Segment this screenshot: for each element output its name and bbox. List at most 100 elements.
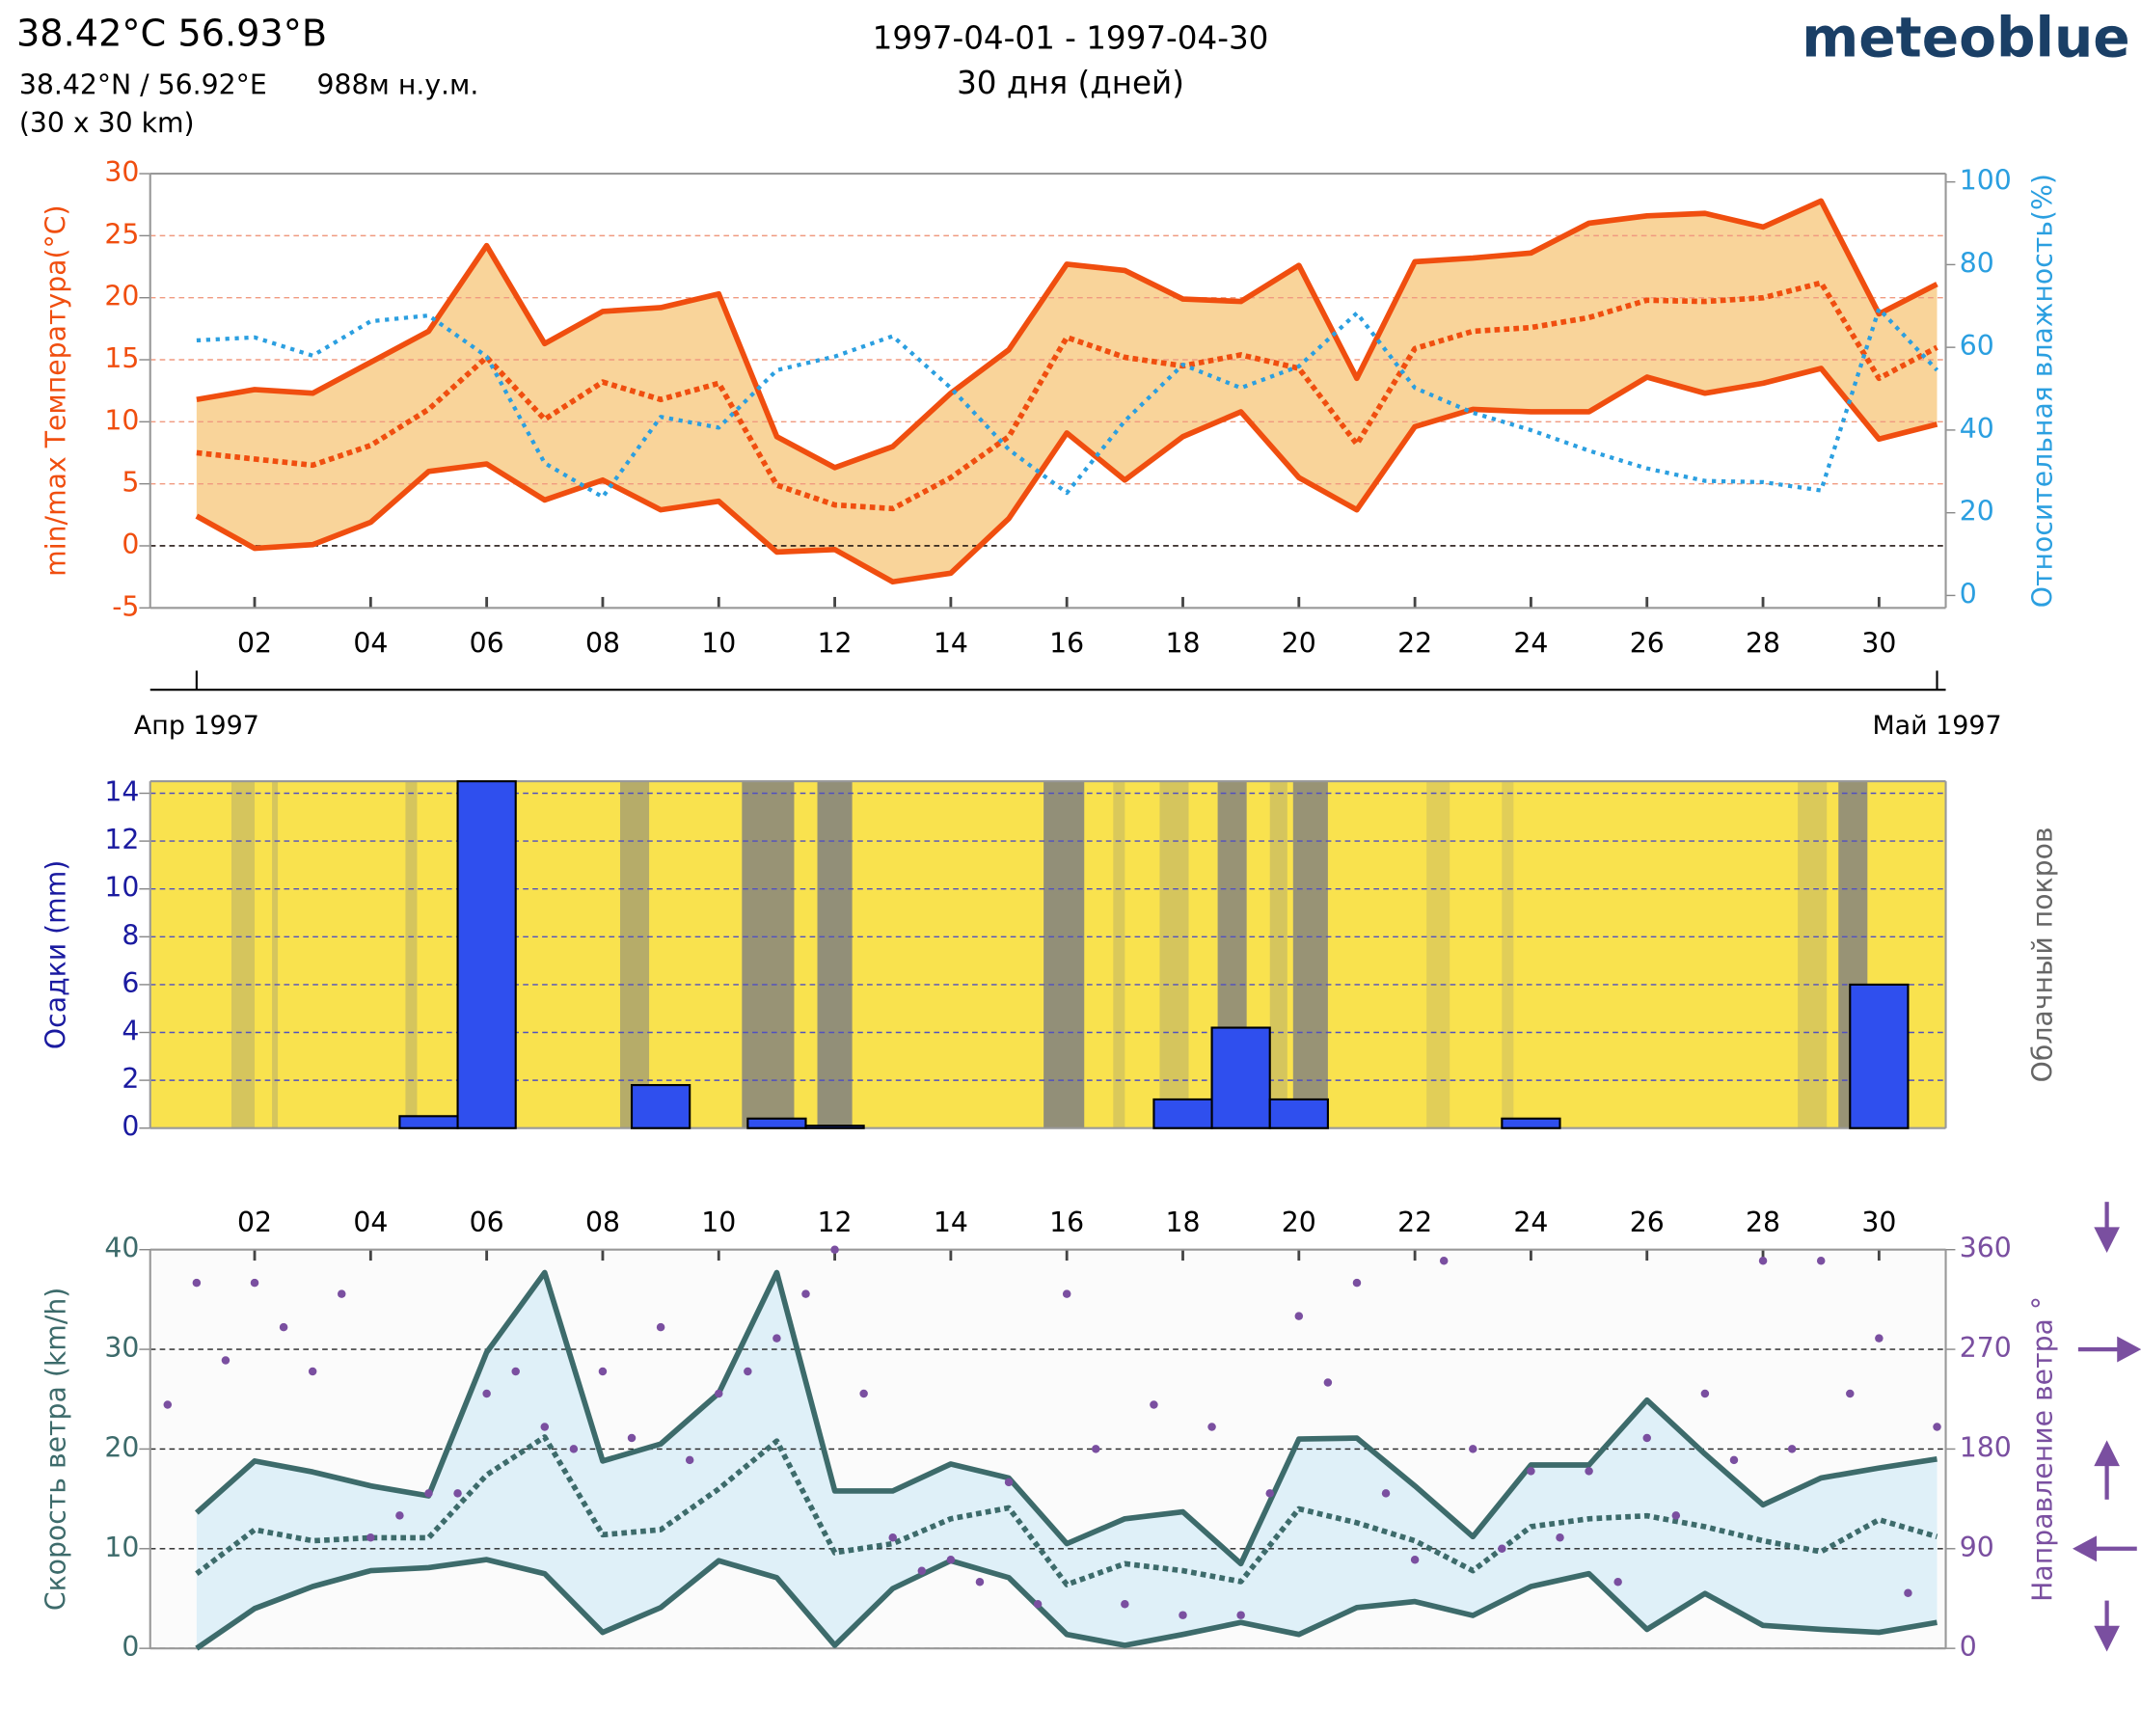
x-tick-label: 14 (934, 628, 968, 660)
y2-tick-label: 40 (1960, 413, 1994, 445)
direction-dot (946, 1556, 956, 1564)
month-label: Май 1997 (1872, 711, 2001, 741)
period: 1997-04-01 - 1997-04-30 (873, 19, 1269, 56)
direction-dot (715, 1389, 723, 1398)
direction-dot (627, 1433, 637, 1443)
x-tick-label: 06 (470, 1207, 504, 1238)
x-tick-label: 12 (818, 1207, 853, 1238)
bar (746, 1117, 807, 1129)
direction-dot (511, 1367, 520, 1376)
direction-dot (1410, 1556, 1420, 1564)
direction-dot (1498, 1544, 1506, 1554)
title: 38.42°С 56.93°В (16, 14, 327, 56)
bar (630, 1084, 691, 1129)
x-tick-label: 26 (1630, 628, 1665, 660)
direction-dot (1265, 1489, 1274, 1498)
x-tick-label: 02 (237, 1207, 272, 1238)
range-band (196, 201, 1938, 583)
cloud-band (619, 781, 650, 1128)
month-label: Апр 1997 (134, 711, 259, 741)
direction-dot (1904, 1588, 1912, 1597)
direction-dot (163, 1400, 173, 1409)
y2-axis-title: Облачный покров (2026, 827, 2058, 1082)
cloud-band (405, 781, 418, 1128)
direction-dot (975, 1577, 985, 1587)
y-tick-label: 10 (104, 872, 139, 904)
direction-dot (1556, 1533, 1564, 1542)
direction-dot (917, 1566, 927, 1575)
direction-dot (279, 1322, 288, 1332)
x-tick-label: 04 (353, 628, 388, 660)
direction-dot (685, 1455, 694, 1465)
x-tick-label: 06 (470, 628, 504, 660)
direction-dot (1207, 1423, 1216, 1431)
x-tick-label: 08 (585, 628, 620, 660)
direction-dot (308, 1367, 317, 1376)
days: 30 дня (дней) (957, 65, 1184, 101)
x-tick-label: 02 (237, 628, 272, 660)
direction-dot (424, 1489, 433, 1498)
y-tick-label: 30 (104, 156, 139, 188)
x-tick-label: 14 (934, 1207, 968, 1238)
x-tick-label: 16 (1049, 628, 1084, 660)
direction-dot (1004, 1478, 1014, 1487)
cloud-band (1043, 781, 1085, 1128)
x-tick-label: 08 (585, 1207, 620, 1238)
cloud-band (1113, 781, 1125, 1128)
y-tick-label: 30 (104, 1332, 139, 1364)
y-tick-label: -5 (112, 590, 139, 622)
series-line (195, 1434, 1938, 1587)
y-tick-label: 4 (122, 1016, 139, 1047)
direction-dot (482, 1389, 491, 1398)
direction-dot (1671, 1511, 1681, 1520)
x-tick-label: 16 (1049, 1207, 1084, 1238)
direction-dot (888, 1533, 897, 1542)
cloud-band (1269, 781, 1287, 1128)
x-tick-label: 10 (701, 1207, 736, 1238)
direction-dot (1381, 1489, 1391, 1498)
y-tick-label: 20 (104, 281, 139, 312)
bar (1152, 1098, 1213, 1129)
range-band (196, 1272, 1938, 1649)
y2-tick-label: 0 (1960, 1631, 1977, 1663)
direction-dot (1150, 1400, 1158, 1409)
cloud-band (1292, 781, 1328, 1128)
direction-dot (1700, 1389, 1710, 1398)
direction-dot (1439, 1256, 1449, 1265)
direction-dot (192, 1278, 202, 1288)
cloud-band (1159, 781, 1189, 1128)
direction-dot (656, 1322, 665, 1332)
y2-tick-label: 180 (1960, 1431, 2012, 1463)
direction-dot (453, 1489, 462, 1498)
x-tick-label: 04 (353, 1207, 388, 1238)
bar (1501, 1117, 1561, 1129)
y-tick-label: 6 (122, 967, 139, 999)
elevation: 988м н.у.м. (316, 68, 478, 100)
bar (398, 1115, 459, 1129)
resolution: (30 x 30 km) (19, 107, 195, 139)
x-tick-label: 26 (1630, 1207, 1665, 1238)
x-tick-label: 22 (1397, 628, 1432, 660)
y-tick-label: 0 (122, 529, 139, 560)
direction-dot (1527, 1467, 1535, 1476)
direction-dot (598, 1367, 608, 1376)
cloud-band (1426, 781, 1450, 1128)
humidity-line (196, 307, 1939, 500)
direction-dot (1062, 1289, 1071, 1298)
x-tick-label: 30 (1861, 628, 1896, 660)
direction-dot (221, 1356, 230, 1365)
y-tick-label: 2 (122, 1063, 139, 1095)
series-line (195, 1557, 1938, 1651)
y-tick-label: 15 (104, 342, 139, 374)
y-tick-label: 12 (104, 824, 139, 855)
y-tick-label: 40 (104, 1233, 139, 1264)
direction-dot (338, 1289, 346, 1298)
direction-dot (801, 1289, 810, 1298)
y-tick-label: 10 (104, 1532, 139, 1563)
coords: 38.42°N / 56.92°E (19, 68, 267, 100)
direction-dot (569, 1445, 579, 1453)
y-axis-title: min/max Температура(°C) (40, 205, 71, 577)
y-tick-label: 5 (122, 467, 139, 499)
